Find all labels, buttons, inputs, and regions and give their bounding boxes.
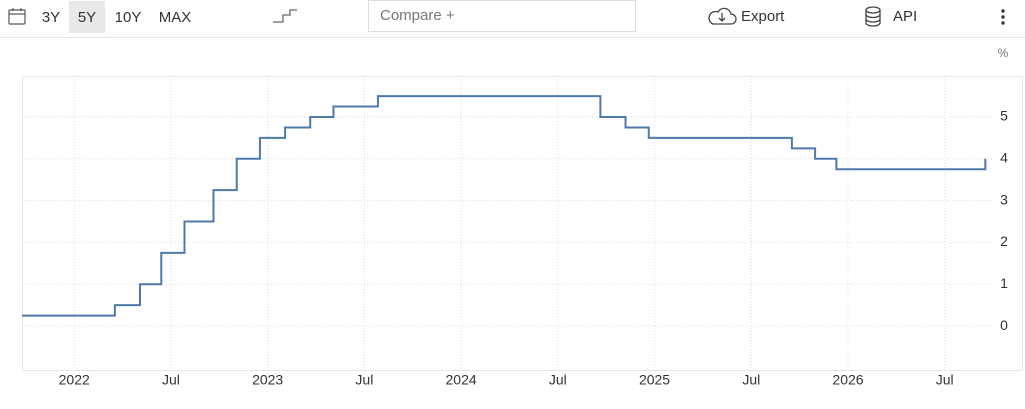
- calendar-icon[interactable]: [8, 8, 26, 25]
- compare-input[interactable]: [368, 0, 636, 32]
- range-button[interactable]: 10Y: [115, 9, 142, 26]
- x-tick-label: 2022: [59, 372, 90, 388]
- y-tick-label: 0: [1000, 317, 1008, 333]
- range-button[interactable]: MAX: [159, 9, 192, 26]
- y-unit: %: [998, 46, 1009, 60]
- more-menu[interactable]: [1001, 9, 1005, 25]
- api-button[interactable]: API: [893, 8, 917, 25]
- rate-line: [22, 95, 987, 317]
- range-button[interactable]: 3Y: [42, 9, 60, 26]
- y-tick-label: 4: [1000, 150, 1008, 166]
- y-tick-label: 2: [1000, 233, 1008, 249]
- y-tick-label: 1: [1000, 275, 1008, 291]
- export-button[interactable]: Export: [741, 8, 785, 25]
- y-tick-label: 3: [1000, 191, 1008, 207]
- y-tick-label: 5: [1000, 108, 1008, 124]
- range-selected-bg: [69, 1, 105, 33]
- x-tick-label: Jul: [936, 372, 954, 388]
- export-icon[interactable]: [708, 7, 737, 25]
- range-button[interactable]: 5Y: [78, 9, 96, 26]
- step-icon[interactable]: [273, 9, 297, 23]
- x-tick-label: 2024: [446, 372, 477, 388]
- x-tick-label: 2026: [832, 372, 863, 388]
- x-tick-label: 2025: [639, 372, 670, 388]
- x-tick-label: Jul: [549, 372, 567, 388]
- x-tick-label: Jul: [742, 372, 760, 388]
- x-tick-label: Jul: [162, 372, 180, 388]
- api-icon[interactable]: [865, 6, 881, 27]
- x-tick-label: 2023: [252, 372, 283, 388]
- compare-placeholder: Compare +: [380, 7, 455, 24]
- x-tick-label: Jul: [355, 372, 373, 388]
